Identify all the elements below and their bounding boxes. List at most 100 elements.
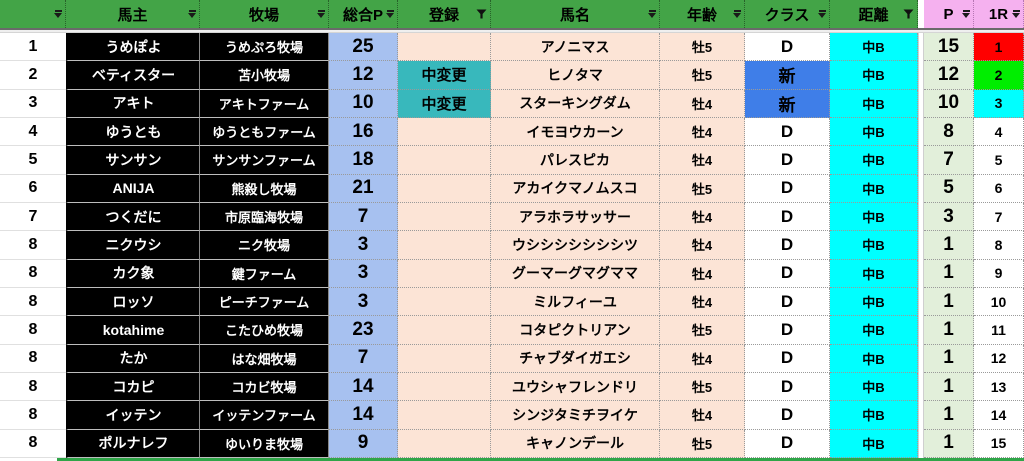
cell-farm[interactable]: うめぷろ牧場 bbox=[200, 33, 329, 62]
cell-owner[interactable]: コカピ bbox=[66, 372, 200, 402]
cell-rank[interactable]: 8 bbox=[0, 372, 66, 402]
cell-farm[interactable]: 鍵ファーム bbox=[200, 259, 329, 288]
filter-dropdown-icon[interactable] bbox=[648, 10, 656, 18]
cell-age[interactable]: 牡5 bbox=[660, 61, 745, 90]
filter-funnel-icon[interactable] bbox=[903, 9, 914, 19]
cell-p[interactable]: 1 bbox=[924, 287, 974, 317]
cell-total-p[interactable]: 9 bbox=[329, 429, 398, 458]
cell-owner[interactable]: ゆうとも bbox=[66, 117, 200, 147]
cell-r1[interactable]: 1 bbox=[974, 33, 1024, 62]
cell-total-p[interactable]: 3 bbox=[329, 231, 398, 260]
cell-farm[interactable]: こたひめ牧場 bbox=[200, 316, 329, 345]
cell-owner[interactable]: うめぽよ bbox=[66, 33, 200, 62]
cell-registration[interactable] bbox=[398, 259, 491, 288]
column-header-owner[interactable]: 馬主 bbox=[66, 0, 200, 28]
cell-total-p[interactable]: 7 bbox=[329, 344, 398, 373]
cell-p[interactable]: 7 bbox=[924, 146, 974, 175]
cell-distance[interactable]: 中B bbox=[830, 33, 918, 62]
cell-horse-name[interactable]: コタピクトリアン bbox=[491, 316, 660, 345]
cell-p[interactable]: 10 bbox=[924, 89, 974, 118]
cell-p[interactable]: 1 bbox=[924, 231, 974, 260]
cell-class[interactable]: D bbox=[745, 202, 830, 232]
cell-horse-name[interactable]: ミルフィーユ bbox=[491, 287, 660, 317]
cell-class[interactable]: D bbox=[745, 372, 830, 402]
cell-class[interactable]: D bbox=[745, 344, 830, 373]
cell-registration[interactable] bbox=[398, 117, 491, 147]
cell-farm[interactable]: ピーチファーム bbox=[200, 287, 329, 317]
cell-horse-name[interactable]: パレスピカ bbox=[491, 146, 660, 175]
column-header-horse-name[interactable]: 馬名 bbox=[491, 0, 660, 28]
column-header-farm[interactable]: 牧場 bbox=[200, 0, 329, 28]
column-header-total-p[interactable]: 総合P bbox=[329, 0, 398, 28]
column-header-age[interactable]: 年齢 bbox=[660, 0, 745, 28]
cell-total-p[interactable]: 3 bbox=[329, 287, 398, 317]
cell-total-p[interactable]: 18 bbox=[329, 146, 398, 175]
cell-rank[interactable]: 7 bbox=[0, 202, 66, 232]
filter-dropdown-icon[interactable] bbox=[1012, 10, 1020, 18]
cell-r1[interactable]: 11 bbox=[974, 316, 1024, 345]
cell-age[interactable]: 牡4 bbox=[660, 146, 745, 175]
cell-horse-name[interactable]: キャノンデール bbox=[491, 429, 660, 458]
cell-total-p[interactable]: 10 bbox=[329, 89, 398, 118]
cell-rank[interactable]: 4 bbox=[0, 117, 66, 147]
cell-class[interactable]: D bbox=[745, 287, 830, 317]
cell-r1[interactable]: 3 bbox=[974, 89, 1024, 118]
cell-p[interactable]: 15 bbox=[924, 33, 974, 62]
cell-farm[interactable]: ゆいりま牧場 bbox=[200, 429, 329, 458]
cell-p[interactable]: 8 bbox=[924, 117, 974, 147]
cell-distance[interactable]: 中B bbox=[830, 231, 918, 260]
cell-farm[interactable]: 熊殺し牧場 bbox=[200, 174, 329, 203]
cell-distance[interactable]: 中B bbox=[830, 316, 918, 345]
cell-registration[interactable] bbox=[398, 231, 491, 260]
filter-dropdown-icon[interactable] bbox=[54, 10, 62, 18]
cell-registration[interactable] bbox=[398, 316, 491, 345]
cell-age[interactable]: 牡5 bbox=[660, 33, 745, 62]
cell-distance[interactable]: 中B bbox=[830, 401, 918, 430]
cell-class[interactable]: D bbox=[745, 146, 830, 175]
cell-class[interactable]: D bbox=[745, 231, 830, 260]
cell-age[interactable]: 牡4 bbox=[660, 259, 745, 288]
cell-total-p[interactable]: 25 bbox=[329, 33, 398, 62]
cell-owner[interactable]: イッテン bbox=[66, 401, 200, 430]
cell-r1[interactable]: 6 bbox=[974, 174, 1024, 203]
cell-class[interactable]: 新 bbox=[745, 89, 830, 118]
cell-age[interactable]: 牡4 bbox=[660, 202, 745, 232]
cell-rank[interactable]: 8 bbox=[0, 344, 66, 373]
cell-registration[interactable]: 中変更 bbox=[398, 89, 491, 118]
cell-rank[interactable]: 3 bbox=[0, 89, 66, 118]
cell-horse-name[interactable]: アラホラサッサー bbox=[491, 202, 660, 232]
cell-horse-name[interactable]: グーマーグマグママ bbox=[491, 259, 660, 288]
cell-owner[interactable]: アキト bbox=[66, 89, 200, 118]
cell-horse-name[interactable]: シンジタミチヲイケ bbox=[491, 401, 660, 430]
cell-r1[interactable]: 14 bbox=[974, 401, 1024, 430]
cell-horse-name[interactable]: ユウシャフレンドリ bbox=[491, 372, 660, 402]
cell-farm[interactable]: アキトファーム bbox=[200, 89, 329, 118]
cell-owner[interactable]: ベティスター bbox=[66, 61, 200, 90]
cell-registration[interactable] bbox=[398, 202, 491, 232]
cell-horse-name[interactable]: アカイクマノムスコ bbox=[491, 174, 660, 203]
column-header-r1[interactable]: 1R bbox=[974, 0, 1024, 28]
cell-distance[interactable]: 中B bbox=[830, 174, 918, 203]
cell-distance[interactable]: 中B bbox=[830, 61, 918, 90]
cell-p[interactable]: 5 bbox=[924, 174, 974, 203]
cell-age[interactable]: 牡5 bbox=[660, 174, 745, 203]
cell-total-p[interactable]: 12 bbox=[329, 61, 398, 90]
cell-total-p[interactable]: 14 bbox=[329, 401, 398, 430]
cell-rank[interactable]: 8 bbox=[0, 287, 66, 317]
cell-class[interactable]: D bbox=[745, 401, 830, 430]
cell-total-p[interactable]: 3 bbox=[329, 259, 398, 288]
cell-r1[interactable]: 8 bbox=[974, 231, 1024, 260]
cell-class[interactable]: D bbox=[745, 174, 830, 203]
cell-class[interactable]: D bbox=[745, 429, 830, 458]
cell-rank[interactable]: 6 bbox=[0, 174, 66, 203]
cell-horse-name[interactable]: アノニマス bbox=[491, 33, 660, 62]
cell-registration[interactable] bbox=[398, 174, 491, 203]
column-header-class[interactable]: クラス bbox=[745, 0, 830, 28]
cell-rank[interactable]: 8 bbox=[0, 231, 66, 260]
cell-horse-name[interactable]: ヒノタマ bbox=[491, 61, 660, 90]
filter-dropdown-icon[interactable] bbox=[818, 10, 826, 18]
cell-distance[interactable]: 中B bbox=[830, 429, 918, 458]
cell-p[interactable]: 1 bbox=[924, 316, 974, 345]
cell-farm[interactable]: イッテンファーム bbox=[200, 401, 329, 430]
cell-class[interactable]: D bbox=[745, 33, 830, 62]
